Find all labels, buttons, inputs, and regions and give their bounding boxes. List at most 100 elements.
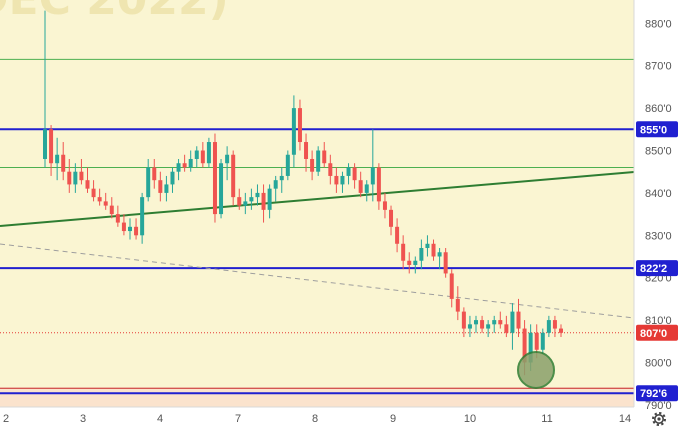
- candle-body: [334, 175, 339, 185]
- candle-body: [121, 222, 126, 232]
- candle: [352, 163, 357, 189]
- candle-body: [103, 201, 108, 206]
- candle-body: [419, 248, 424, 261]
- candle-body: [376, 167, 381, 202]
- candle-body: [510, 311, 515, 333]
- candle: [540, 328, 545, 355]
- candle-body: [55, 154, 60, 164]
- candle: [346, 163, 351, 185]
- candle-body: [273, 180, 278, 189]
- candle: [310, 150, 315, 181]
- candle: [322, 142, 327, 168]
- highlight-circle[interactable]: [517, 351, 555, 389]
- candle-body: [267, 188, 272, 210]
- candle-body: [79, 171, 84, 181]
- candle: [279, 167, 284, 193]
- candle: [370, 129, 375, 202]
- candle: [212, 133, 217, 223]
- candle: [431, 239, 436, 261]
- price-badge-label: 807'0: [640, 328, 667, 340]
- candle: [134, 218, 139, 240]
- price-axis[interactable]: [634, 0, 680, 431]
- candle: [127, 218, 132, 240]
- price-badge[interactable]: 822'2: [636, 260, 678, 277]
- candle-body: [461, 311, 466, 329]
- candle: [407, 252, 412, 274]
- candle: [243, 192, 248, 215]
- candle-body: [364, 184, 369, 193]
- candle-body: [328, 163, 333, 176]
- candle: [546, 315, 551, 338]
- candle-body: [212, 142, 217, 215]
- candle-body: [231, 154, 236, 198]
- green-trendline[interactable]: [0, 171, 635, 227]
- candle-body: [127, 226, 132, 232]
- candle: [188, 150, 193, 172]
- y-tick-label: 800'0: [645, 357, 672, 369]
- candle: [115, 205, 120, 227]
- candle-body: [146, 167, 151, 198]
- candle: [455, 286, 460, 321]
- candle: [449, 269, 454, 308]
- price-badge[interactable]: 855'0: [636, 121, 678, 138]
- candle-body: [395, 226, 400, 244]
- candle: [316, 146, 321, 176]
- candle: [364, 180, 369, 202]
- candle-body: [182, 163, 187, 168]
- candle: [55, 137, 60, 181]
- candle-body: [249, 197, 254, 202]
- candle: [437, 248, 442, 270]
- candle: [376, 163, 381, 210]
- price-badge[interactable]: 792'6: [636, 385, 678, 402]
- candle: [297, 99, 302, 151]
- candle-body: [140, 197, 145, 236]
- candle-body: [455, 298, 460, 312]
- candle: [176, 158, 181, 181]
- x-tick-label: 4: [157, 413, 163, 425]
- candle: [334, 167, 339, 193]
- candle-body: [243, 201, 248, 206]
- candle-body: [322, 150, 327, 164]
- candle: [206, 137, 211, 168]
- x-tick-label: 8: [312, 413, 318, 425]
- price-badge[interactable]: 807'0: [636, 324, 678, 341]
- candle-body: [540, 332, 545, 350]
- candle-body: [67, 171, 72, 185]
- candle: [401, 235, 406, 270]
- time-axis[interactable]: [0, 407, 634, 431]
- candle-body: [49, 129, 54, 164]
- candle-body: [297, 108, 302, 143]
- x-tick-labels: 2 3 4 7 8 9 10 11 14: [3, 413, 631, 425]
- candle: [382, 192, 387, 219]
- x-tick-label: 2: [3, 413, 9, 425]
- candle: [109, 197, 114, 219]
- y-tick-label: 860'0: [645, 103, 672, 115]
- candle: [261, 184, 266, 223]
- candle: [152, 158, 157, 189]
- candle: [358, 171, 363, 198]
- gear-icon[interactable]: [652, 412, 666, 426]
- y-tick-label: 810'0: [645, 315, 672, 327]
- candle: [140, 192, 145, 244]
- y-tick-label: 840'0: [645, 188, 672, 200]
- candle-body: [279, 175, 284, 181]
- candle-body: [522, 328, 527, 363]
- candle: [237, 188, 242, 210]
- candle-body: [73, 171, 78, 185]
- candle-body: [316, 150, 321, 172]
- dashed-trendline[interactable]: [0, 243, 635, 319]
- candle-body: [43, 129, 47, 159]
- candle: [97, 188, 102, 206]
- candle: [413, 256, 418, 274]
- candle-body: [528, 332, 533, 363]
- candle-body: [474, 320, 479, 325]
- candle-body: [358, 180, 363, 193]
- x-tick-label: 7: [235, 413, 241, 425]
- lower-zone: [0, 387, 634, 407]
- candle-body: [449, 273, 454, 299]
- candle-body: [467, 324, 472, 329]
- candle-body: [237, 197, 242, 206]
- candle: [285, 150, 290, 181]
- candle-body: [559, 328, 563, 333]
